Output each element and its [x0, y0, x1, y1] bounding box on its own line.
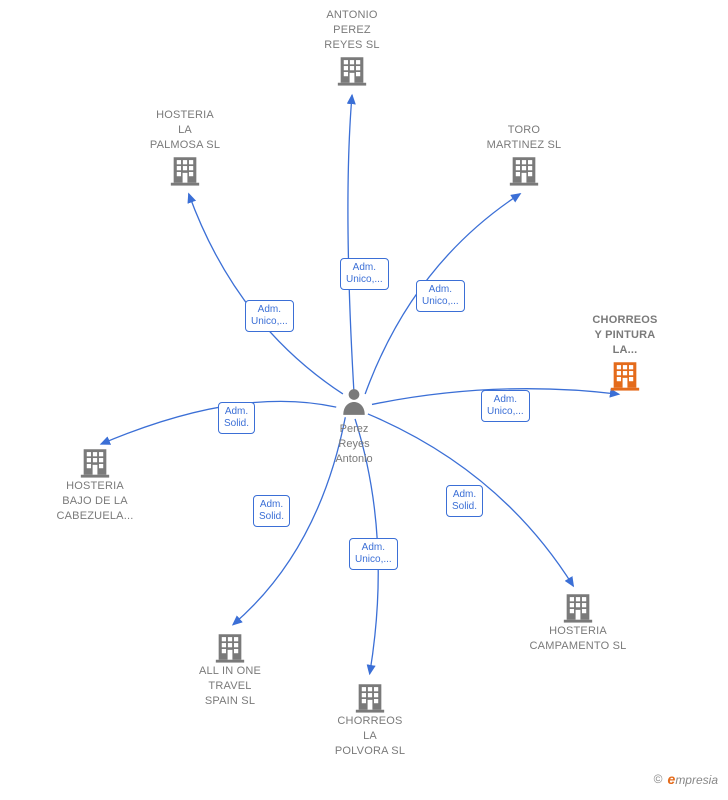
building-icon — [213, 630, 247, 664]
company-label: HOSTERIACAMPAMENTO SL — [530, 624, 627, 654]
company-label: ANTONIOPEREZREYES SL — [324, 8, 379, 53]
company-node-chorreos_polvora[interactable]: CHORREOSLAPOLVORA SL — [310, 680, 430, 759]
edge-label-toro: Adm.Unico,... — [416, 280, 465, 312]
company-node-hosteria_camp[interactable]: HOSTERIACAMPAMENTO SL — [518, 590, 638, 654]
company-node-antonio[interactable]: ANTONIOPEREZREYES SL — [292, 8, 412, 87]
edge-label-allinone: Adm.Solid. — [253, 495, 290, 527]
company-label: HOSTERIALAPALMOSA SL — [150, 108, 220, 153]
building-icon — [168, 153, 202, 187]
center-person-label: PerezReyesAntonio — [335, 422, 372, 467]
company-label: TOROMARTINEZ SL — [487, 123, 562, 153]
company-label: CHORREOSLAPOLVORA SL — [335, 714, 405, 759]
company-label: HOSTERIABAJO DE LACABEZUELA... — [57, 479, 134, 524]
building-icon — [507, 153, 541, 187]
company-node-chorreos_pintura[interactable]: CHORREOSY PINTURALA... — [565, 313, 685, 392]
copyright-footer: © empresia — [654, 771, 718, 787]
edge-to-hosteria_palmosa — [189, 194, 343, 394]
person-icon — [341, 387, 367, 422]
building-icon — [78, 445, 112, 479]
company-label: ALL IN ONETRAVELSPAIN SL — [199, 664, 261, 709]
diagram-canvas: PerezReyesAntonio ANTONIOPEREZREYES SL T… — [0, 0, 728, 795]
company-label: CHORREOSY PINTURALA... — [592, 313, 657, 358]
copyright-symbol: © — [654, 772, 663, 786]
company-node-toro[interactable]: TOROMARTINEZ SL — [464, 123, 584, 187]
company-node-hosteria_bajo[interactable]: HOSTERIABAJO DE LACABEZUELA... — [35, 445, 155, 524]
edge-label-chorreos_polvora: Adm.Unico,... — [349, 538, 398, 570]
company-node-hosteria_palmosa[interactable]: HOSTERIALAPALMOSA SL — [125, 108, 245, 187]
building-icon — [353, 680, 387, 714]
edge-label-chorreos_pintura: Adm.Unico,... — [481, 390, 530, 422]
edge-label-hosteria_camp: Adm.Solid. — [446, 485, 483, 517]
company-node-allinone[interactable]: ALL IN ONETRAVELSPAIN SL — [170, 630, 290, 709]
edge-label-hosteria_bajo: Adm.Solid. — [218, 402, 255, 434]
center-person-node[interactable]: PerezReyesAntonio — [294, 387, 414, 467]
building-icon — [561, 590, 595, 624]
building-icon — [335, 53, 369, 87]
brand-logo-rest: mpresia — [675, 773, 718, 787]
building-icon — [608, 358, 642, 392]
edge-to-antonio — [348, 95, 354, 391]
edge-label-antonio: Adm.Unico,... — [340, 258, 389, 290]
edge-label-hosteria_palmosa: Adm.Unico,... — [245, 300, 294, 332]
